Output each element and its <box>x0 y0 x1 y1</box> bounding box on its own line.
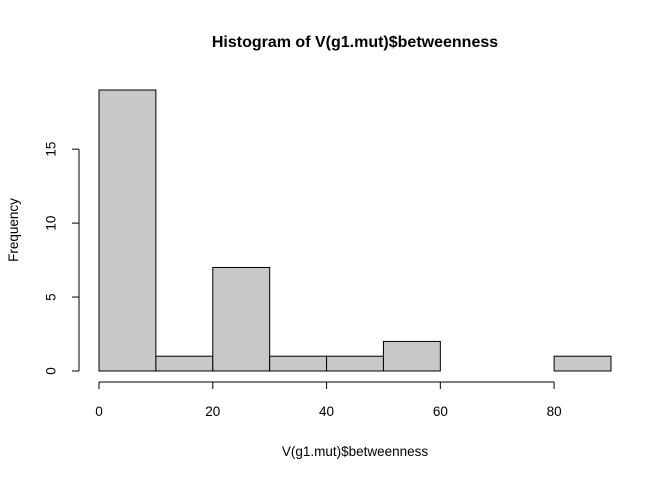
x-tick-label: 40 <box>319 404 334 419</box>
x-tick-label: 20 <box>205 404 220 419</box>
histogram-bar-10-20 <box>155 355 214 372</box>
y-tick-label: 5 <box>44 293 59 301</box>
y-tick-label: 10 <box>44 216 59 231</box>
histogram-bar-40-50 <box>326 355 384 372</box>
y-tick-label: 15 <box>44 142 59 157</box>
histogram-bar-80-90 <box>553 355 612 372</box>
chart-title: Histogram of V(g1.mut)$betweenness <box>212 34 498 51</box>
y-tick-label: 0 <box>44 367 59 375</box>
histogram-bar-20-30 <box>212 266 271 372</box>
histogram-bar-30-40 <box>269 355 328 372</box>
x-axis-label: V(g1.mut)$betweenness <box>282 444 429 459</box>
histogram-bar-50-60 <box>382 340 441 372</box>
x-tick-label: 80 <box>547 404 562 419</box>
x-tick-label: 60 <box>433 404 448 419</box>
x-axis: 0 20 40 60 80 <box>95 381 562 419</box>
y-axis-label: Frequency <box>6 198 21 262</box>
x-tick-label: 0 <box>95 404 103 419</box>
y-axis: 0 5 10 15 <box>44 142 80 375</box>
histogram-bar-0-10 <box>98 89 157 372</box>
bars-group <box>98 89 612 372</box>
